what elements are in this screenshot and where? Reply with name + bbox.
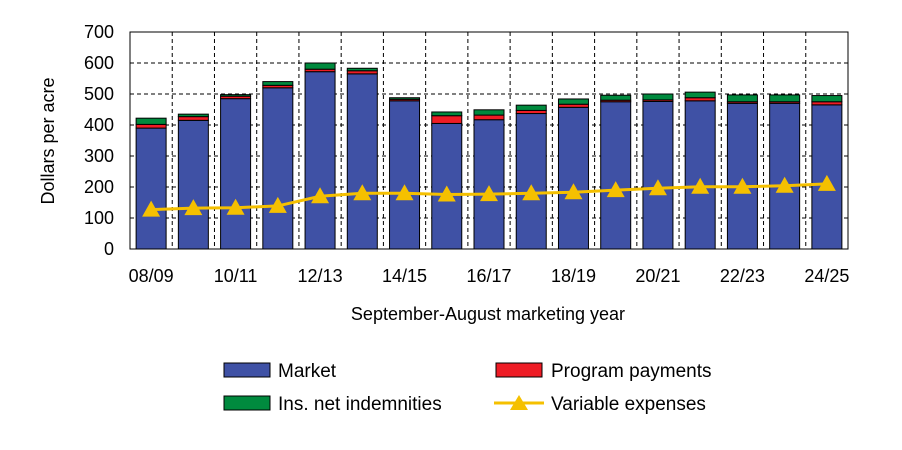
bar-market xyxy=(684,100,716,250)
plot-frame xyxy=(129,31,849,250)
y-tick-label: 500 xyxy=(84,84,114,104)
x-tick-label: 22/23 xyxy=(720,266,765,286)
x-axis-title: September-August marketing year xyxy=(351,304,625,324)
x-tick-label: 16/17 xyxy=(466,266,511,286)
bar-program-payments xyxy=(177,116,209,121)
legend-marker-variable-expenses xyxy=(510,395,528,410)
bar-market xyxy=(304,71,336,250)
x-tick-label: 24/25 xyxy=(804,266,849,286)
x-tick-label: 08/09 xyxy=(129,266,174,286)
bar-ins-net-indemnities xyxy=(220,94,252,97)
y-tick-label: 100 xyxy=(84,208,114,228)
bar-ins-net-indemnities xyxy=(600,94,632,101)
marker-variable-expenses xyxy=(226,198,245,215)
bar-ins-net-indemnities xyxy=(346,67,378,72)
marker-variable-expenses xyxy=(395,184,414,201)
y-tick-label: 400 xyxy=(84,115,114,135)
y-tick-labels: 0 100 200 300 400 500 600 700 xyxy=(84,22,114,259)
marker-variable-expenses xyxy=(564,183,583,200)
bar-ins-net-indemnities xyxy=(262,81,294,86)
bar-market xyxy=(346,73,378,250)
x-tick-label: 20/21 xyxy=(635,266,680,286)
y-tick-label: 300 xyxy=(84,146,114,166)
bar-program-payments xyxy=(473,114,505,121)
bar-ins-net-indemnities xyxy=(557,98,589,105)
marker-variable-expenses xyxy=(268,196,287,213)
bar-market xyxy=(262,87,294,250)
legend-swatch-ins-net-indemnities xyxy=(223,395,271,411)
bar-market xyxy=(726,102,758,250)
bar-market xyxy=(220,98,252,250)
bars xyxy=(135,62,843,250)
marker-variable-expenses xyxy=(648,179,667,196)
bar-program-payments xyxy=(135,123,167,129)
bar-market xyxy=(557,106,589,250)
bar-market xyxy=(642,100,674,250)
y-tick-label: 700 xyxy=(84,22,114,42)
y-tick-label: 600 xyxy=(84,53,114,73)
x-tick-labels: 08/09 10/11 12/13 14/15 16/17 18/19 20/21 22/23… xyxy=(129,266,850,286)
marker-variable-expenses xyxy=(522,184,541,201)
bar-ins-net-indemnities xyxy=(177,113,209,118)
legend-item-variable-expenses: Variable expenses xyxy=(494,394,706,415)
marker-variable-expenses xyxy=(142,200,161,217)
legend-label-market: Market xyxy=(278,361,337,382)
bar-ins-net-indemnities xyxy=(431,111,463,117)
marker-variable-expenses xyxy=(606,181,625,198)
bar-program-payments xyxy=(431,115,463,124)
legend-label-program-payments: Program payments xyxy=(551,361,712,382)
bar-market xyxy=(769,102,801,250)
marker-variable-expenses xyxy=(353,184,372,201)
legend-item-program-payments: Program payments xyxy=(495,361,712,382)
bar-ins-net-indemnities xyxy=(515,104,547,111)
marker-variable-expenses xyxy=(691,177,710,194)
bar-market xyxy=(515,113,547,250)
bar-ins-net-indemnities xyxy=(473,109,505,116)
bar-market xyxy=(389,100,421,250)
bar-market xyxy=(473,119,505,250)
x-tick-label: 18/19 xyxy=(551,266,596,286)
marker-variable-expenses xyxy=(480,185,498,202)
bar-market xyxy=(600,101,632,250)
marker-variable-expenses xyxy=(817,174,836,191)
marker-variable-expenses xyxy=(184,199,203,216)
marker-variable-expenses xyxy=(733,177,752,194)
marker-variable-expenses xyxy=(437,185,456,202)
bar-ins-net-indemnities xyxy=(811,95,843,103)
bar-ins-net-indemnities xyxy=(642,93,674,101)
marker-variable-expenses xyxy=(775,176,794,193)
x-tick-label: 14/15 xyxy=(382,266,427,286)
y-tick-label: 0 xyxy=(104,239,114,259)
bar-ins-net-indemnities xyxy=(135,117,167,125)
x-tick-label: 12/13 xyxy=(298,266,343,286)
legend: Market Program payments Ins. net indemni… xyxy=(223,361,712,415)
bar-market xyxy=(177,119,209,250)
legend-swatch-program-payments xyxy=(495,362,543,378)
bar-ins-net-indemnities xyxy=(726,94,758,103)
y-axis-title: Dollars per acre xyxy=(38,77,58,204)
y-tick-label: 200 xyxy=(84,177,114,197)
marker-variable-expenses xyxy=(311,187,330,204)
x-tick-label: 10/11 xyxy=(214,266,258,286)
variable-expenses-line xyxy=(142,174,836,217)
bar-market xyxy=(135,127,167,250)
bar-ins-net-indemnities xyxy=(769,94,801,103)
legend-swatch-market xyxy=(223,362,271,378)
bar-ins-net-indemnities xyxy=(304,62,336,70)
bar-ins-net-indemnities xyxy=(389,97,421,100)
legend-label-variable-expenses: Variable expenses xyxy=(551,394,706,415)
bar-ins-net-indemnities xyxy=(684,91,716,99)
legend-label-ins-net-indemnities: Ins. net indemnities xyxy=(278,394,442,415)
legend-item-market: Market xyxy=(223,361,337,382)
legend-item-ins-net-indemnities: Ins. net indemnities xyxy=(223,394,442,415)
